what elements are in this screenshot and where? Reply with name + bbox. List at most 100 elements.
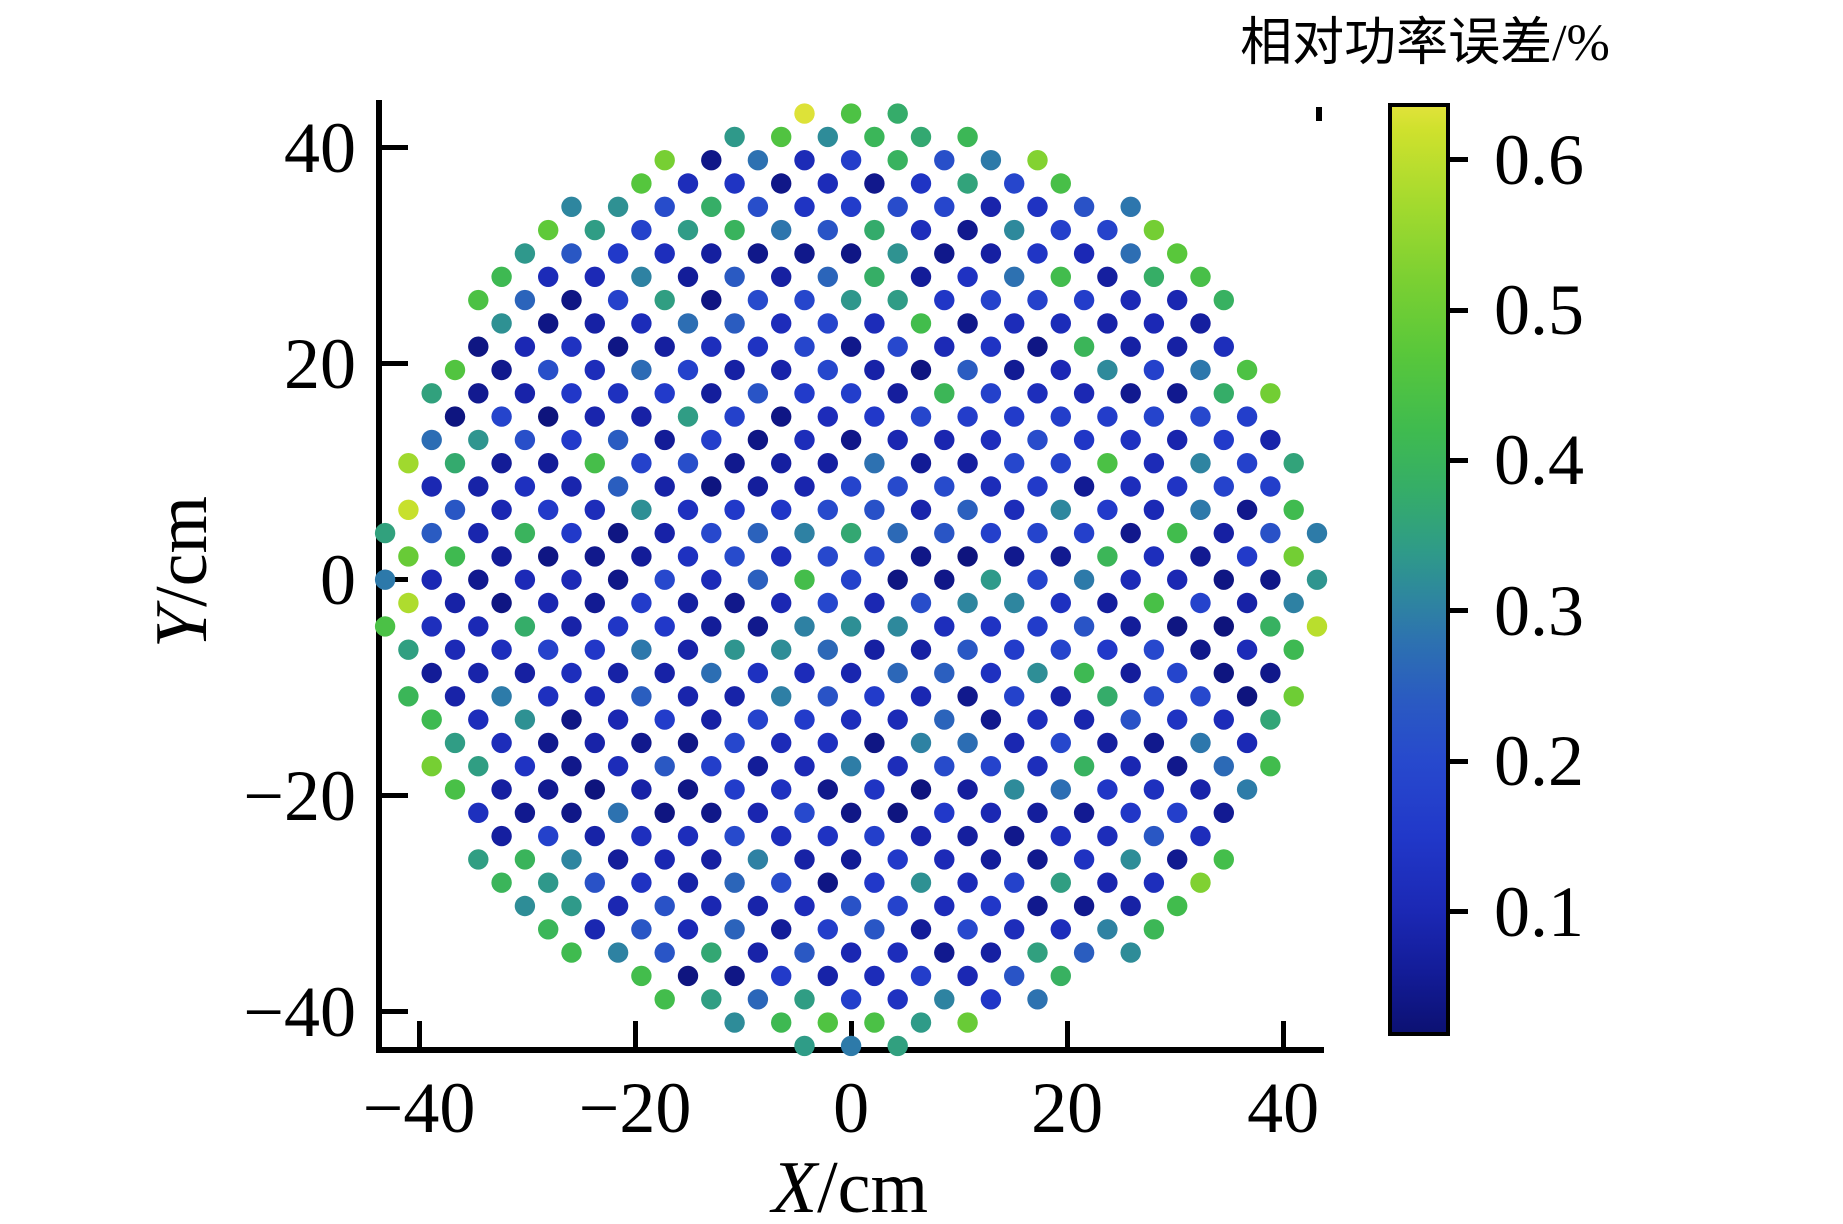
data-point [607, 429, 629, 451]
data-point [701, 989, 722, 1010]
data-point [1004, 779, 1025, 800]
data-point [1143, 453, 1165, 474]
data-point [1073, 895, 1095, 917]
data-point [724, 639, 745, 660]
data-point [631, 965, 652, 987]
colorbar-tick [1446, 307, 1468, 313]
data-point [677, 965, 699, 987]
data-point [980, 289, 1002, 311]
data-point [1143, 825, 1165, 847]
data-point [1027, 849, 1048, 870]
data-point [444, 453, 466, 474]
data-point [771, 592, 792, 614]
data-point [1050, 779, 1072, 800]
data-point [794, 383, 815, 404]
top-right-corner-tick [1316, 107, 1322, 121]
data-point [934, 849, 955, 870]
data-point [747, 196, 769, 217]
data-point [957, 266, 978, 287]
data-point [887, 289, 908, 311]
data-point [421, 569, 442, 590]
data-point [747, 849, 769, 870]
data-point [677, 825, 699, 847]
data-point [1097, 546, 1118, 567]
data-point [747, 243, 769, 264]
data-point [607, 662, 629, 684]
data-point [1004, 872, 1025, 893]
data-point [421, 429, 442, 451]
data-point [491, 732, 512, 754]
data-point [864, 126, 885, 148]
data-point [747, 150, 769, 171]
data-point [887, 569, 908, 590]
data-point [980, 336, 1002, 357]
data-point [910, 546, 932, 567]
y-tick [382, 361, 408, 367]
data-point [491, 406, 512, 427]
data-point [584, 499, 605, 520]
x-tick [632, 1021, 638, 1047]
data-point [1213, 802, 1235, 823]
colorbar-tick-label: 0.6 [1494, 119, 1584, 200]
data-point [771, 499, 792, 520]
data-point [724, 919, 745, 940]
data-point [1050, 546, 1072, 567]
data-point [631, 592, 652, 614]
data-point [631, 499, 652, 520]
data-point [421, 756, 442, 777]
data-point [654, 429, 675, 451]
x-axis-spine [376, 1047, 1324, 1053]
data-point [840, 756, 862, 777]
data-point [794, 103, 815, 124]
data-point [771, 453, 792, 474]
data-point [1260, 756, 1281, 777]
data-point [1004, 592, 1025, 614]
data-point [747, 383, 769, 404]
data-point [1120, 429, 1141, 451]
data-point [1073, 429, 1095, 451]
data-point [747, 522, 769, 544]
data-point [1050, 499, 1072, 520]
data-point [794, 336, 815, 357]
colorbar-title: 相对功率误差/% [1240, 15, 1610, 72]
data-point [887, 196, 908, 217]
data-point [444, 639, 466, 660]
colorbar-tick [1446, 608, 1468, 614]
data-point [607, 942, 629, 963]
data-point [771, 173, 792, 194]
data-point [514, 802, 536, 823]
data-point [677, 453, 699, 474]
data-point [1050, 872, 1072, 893]
data-point [957, 453, 978, 474]
y-tick-label: −20 [243, 755, 356, 836]
data-point [514, 756, 536, 777]
data-point [1027, 802, 1048, 823]
data-point [1120, 289, 1141, 311]
data-point [934, 336, 955, 357]
data-point [1050, 686, 1072, 707]
data-point [934, 150, 955, 171]
data-point [514, 616, 536, 637]
data-point [1143, 732, 1165, 754]
data-point [817, 1012, 838, 1033]
data-point [980, 756, 1002, 777]
data-point [1120, 569, 1141, 590]
data-point [724, 592, 745, 614]
data-point [398, 686, 419, 707]
data-point [910, 499, 932, 520]
data-point [724, 126, 745, 148]
data-point [631, 546, 652, 567]
data-point [794, 1035, 815, 1057]
data-point [747, 895, 769, 917]
data-point [1260, 662, 1281, 684]
data-point [1236, 779, 1258, 800]
data-point [631, 173, 652, 194]
data-point [468, 522, 489, 544]
data-point [724, 313, 745, 334]
y-tick-label: −40 [243, 971, 356, 1052]
data-point [817, 453, 838, 474]
data-point [840, 616, 862, 637]
data-point [1120, 383, 1141, 404]
data-point [957, 499, 978, 520]
